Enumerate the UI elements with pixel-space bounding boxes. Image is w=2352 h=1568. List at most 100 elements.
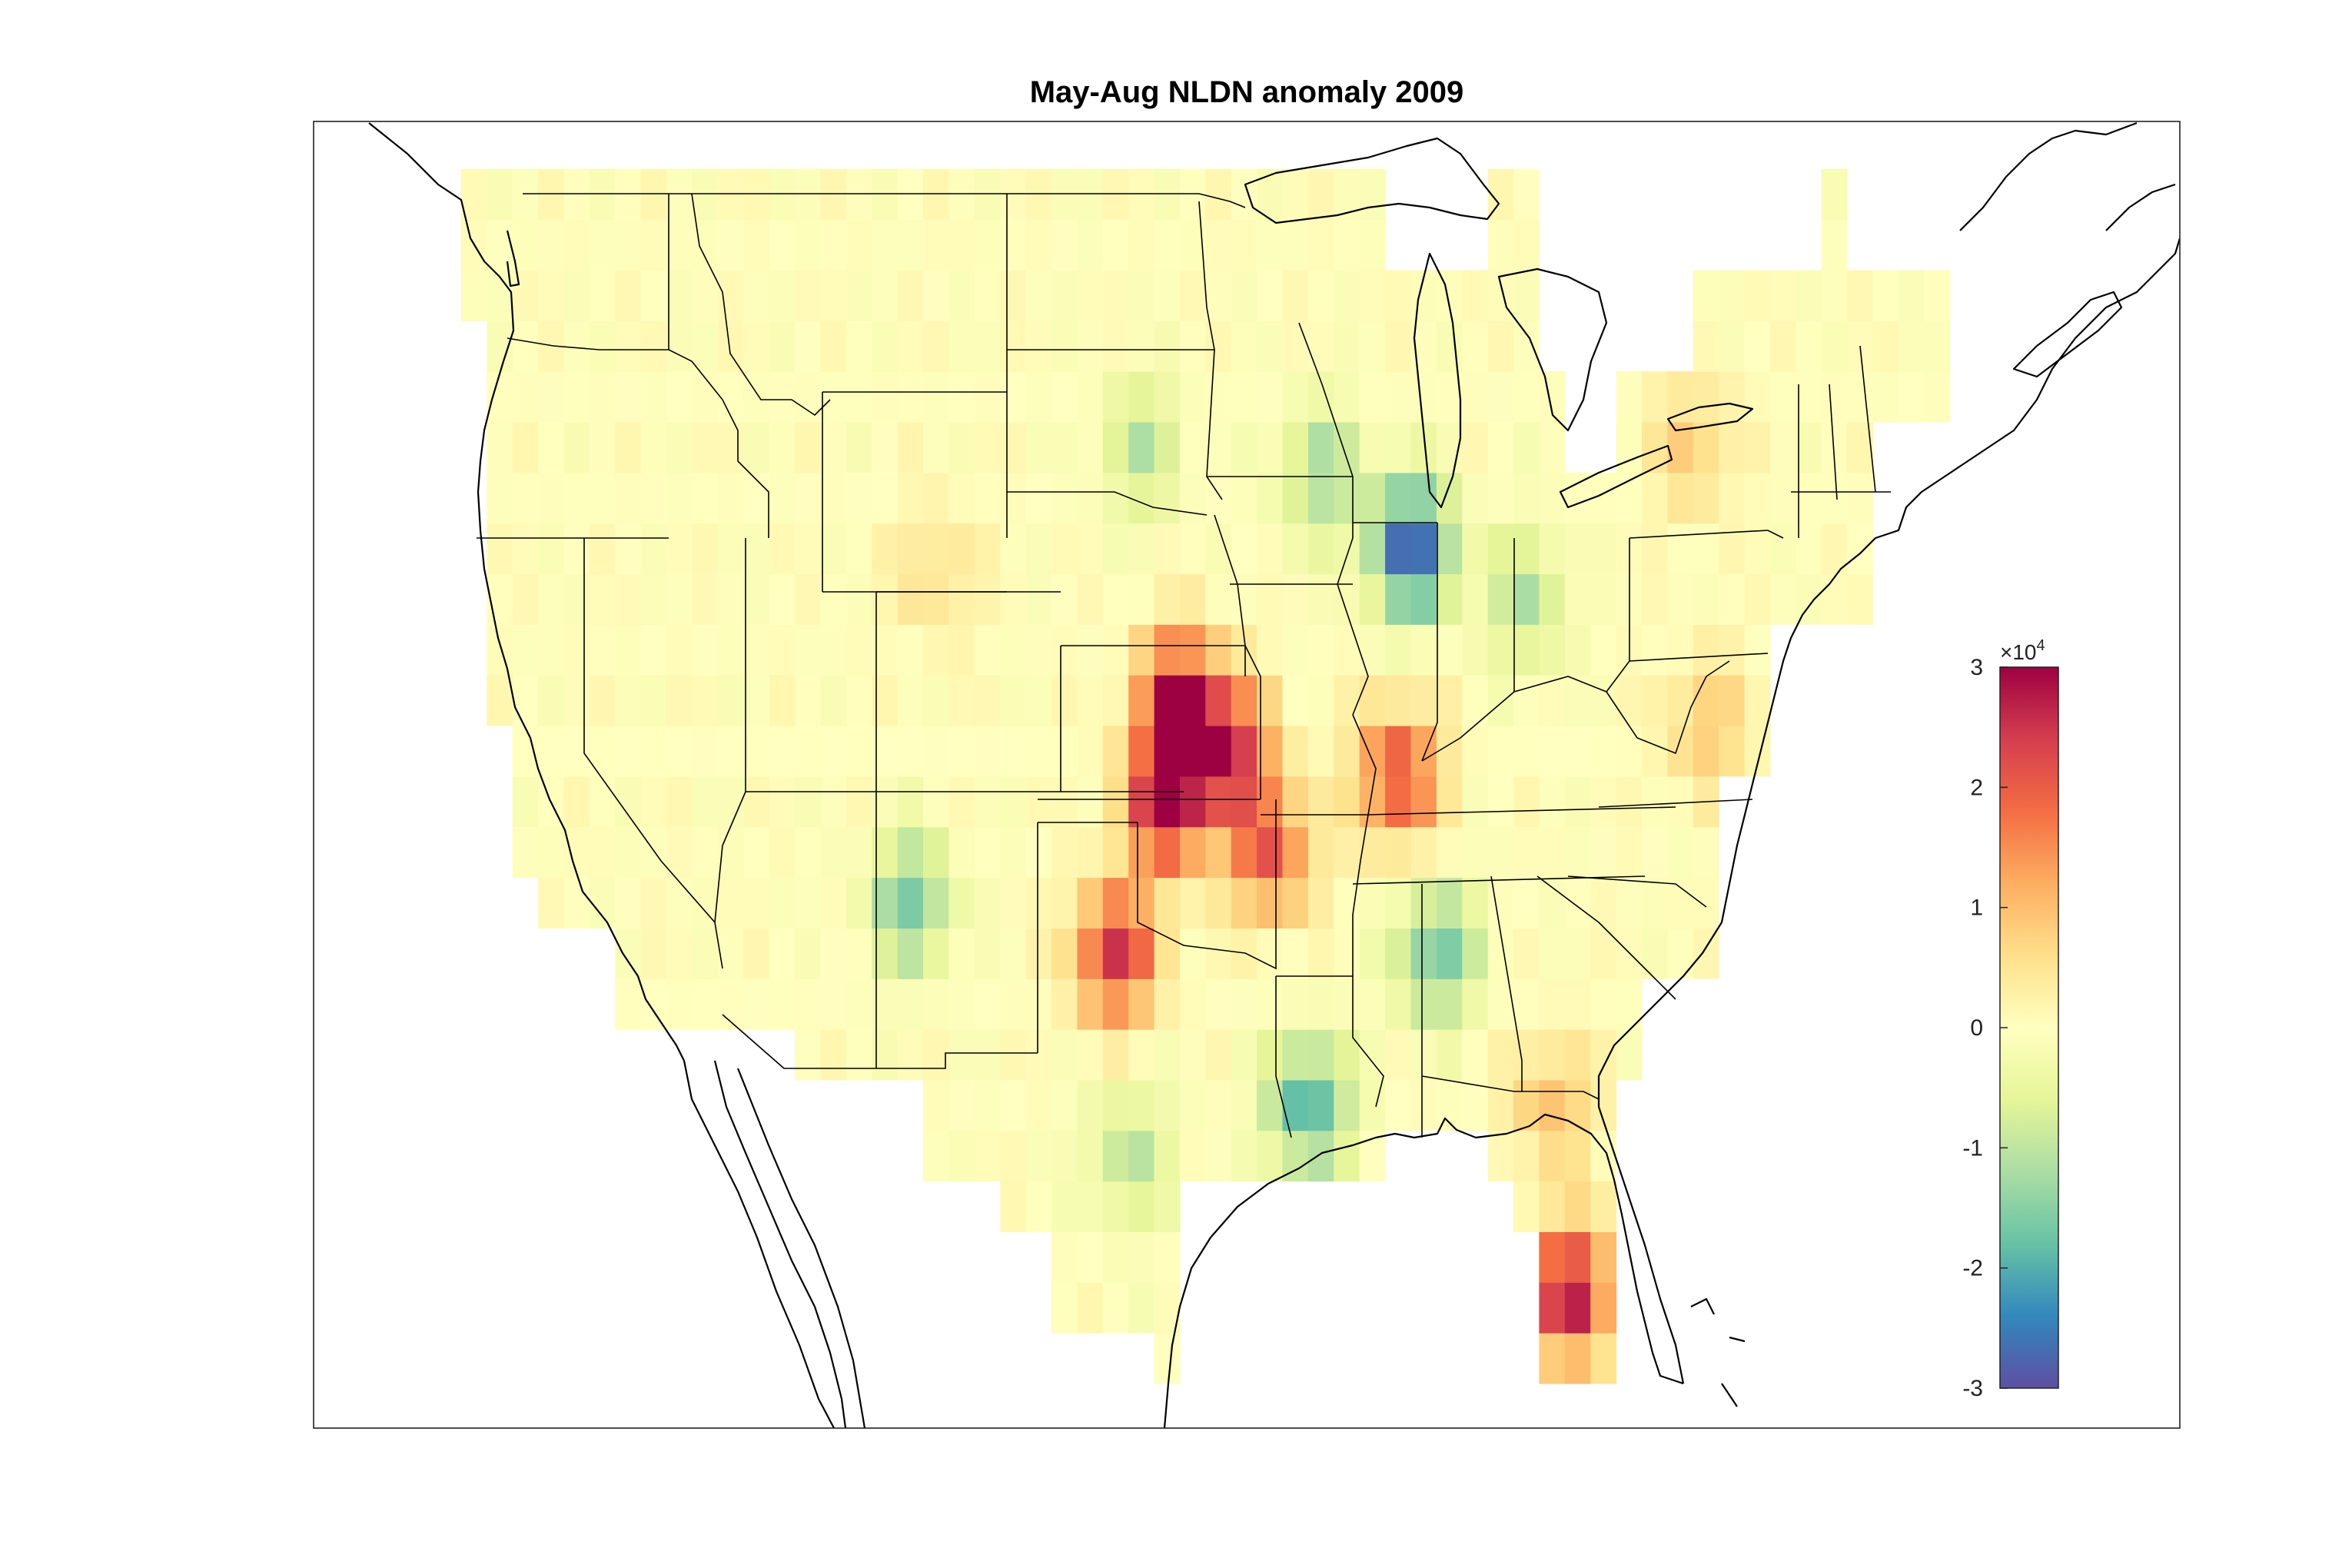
anomaly-cell — [1128, 776, 1155, 828]
anomaly-cell — [461, 168, 487, 221]
anomaly-cell — [1128, 523, 1155, 575]
anomaly-cell — [845, 523, 872, 575]
tx-la — [1275, 976, 1292, 1138]
anomaly-cell — [948, 1029, 975, 1081]
anomaly-cell — [769, 826, 796, 879]
anomaly-cell — [872, 472, 899, 524]
anomaly-cell — [1359, 371, 1386, 423]
anomaly-cell — [1231, 726, 1257, 777]
anomaly-cell — [1077, 219, 1104, 271]
anomaly-cell — [1102, 776, 1129, 828]
anomaly-cell — [1180, 270, 1206, 321]
anomaly-cell — [1642, 928, 1668, 979]
anomaly-cell — [692, 321, 719, 372]
anomaly-cell — [795, 1029, 822, 1081]
anomaly-cell — [1128, 472, 1155, 524]
anomaly-cell — [666, 978, 693, 1030]
anomaly-cell — [1025, 219, 1052, 271]
anomaly-cell — [872, 371, 899, 423]
anomaly-cell — [1077, 776, 1104, 828]
anomaly-cell — [948, 573, 975, 625]
anomaly-cell — [1667, 928, 1694, 979]
anomaly-cell — [590, 826, 616, 879]
il-in — [1421, 523, 1438, 762]
anomaly-cell — [820, 826, 847, 879]
anomaly-cell — [1462, 371, 1489, 423]
anomaly-cell — [1462, 978, 1489, 1030]
anomaly-cell — [487, 371, 513, 423]
anomaly-cell — [1307, 219, 1334, 271]
anomaly-cell — [1180, 422, 1206, 473]
anomaly-cell — [590, 422, 616, 473]
anomaly-cell — [1025, 978, 1052, 1030]
anomaly-cell — [923, 371, 949, 423]
anomaly-cell — [1128, 1231, 1155, 1283]
anomaly-cell — [1307, 776, 1334, 828]
anomaly-cell — [1847, 270, 1874, 321]
anomaly-cell — [820, 219, 847, 271]
anomaly-cell — [743, 168, 770, 221]
anomaly-cell — [1102, 726, 1129, 777]
anomaly-cell — [1385, 877, 1412, 929]
va-nc — [1598, 799, 1753, 808]
anomaly-cell — [1642, 523, 1668, 575]
anomaly-cell — [563, 321, 590, 372]
anomaly-cell — [717, 168, 744, 221]
anomaly-cell — [974, 624, 1001, 676]
anomaly-cell — [717, 624, 744, 676]
anomaly-cell — [1077, 422, 1104, 473]
anomaly-cell — [512, 776, 539, 828]
anomaly-cell — [1334, 877, 1360, 929]
anomaly-cell — [897, 371, 924, 423]
az-west — [714, 791, 746, 923]
anomaly-cell — [795, 978, 822, 1030]
anomaly-cell — [1231, 422, 1257, 473]
anomaly-cell — [590, 523, 616, 575]
anomaly-cell — [640, 422, 667, 473]
anomaly-cell — [1154, 675, 1181, 726]
sd-ne — [1007, 491, 1208, 516]
anomaly-cell — [1487, 826, 1514, 879]
anomaly-cell — [1462, 624, 1489, 676]
anomaly-cell — [563, 422, 590, 473]
anomaly-cell — [590, 270, 616, 321]
anomaly-cell — [1513, 573, 1540, 625]
anomaly-cell — [1025, 928, 1052, 979]
anomaly-cell — [948, 978, 975, 1030]
anomaly-cell — [1719, 523, 1746, 575]
anomaly-cell — [1231, 573, 1257, 625]
anomaly-cell — [666, 776, 693, 828]
tn-south — [1352, 875, 1646, 885]
anomaly-cell — [1487, 523, 1514, 575]
colorbar-scale-label: ×104 — [2000, 637, 2045, 664]
anomaly-cell — [1154, 219, 1181, 271]
anomaly-cell — [717, 523, 744, 575]
anomaly-cell — [1334, 928, 1360, 979]
anomaly-cell — [1796, 270, 1822, 321]
anomaly-cell — [1000, 472, 1027, 524]
anomaly-cell — [1205, 270, 1232, 321]
anomaly-cell — [1719, 371, 1746, 423]
anomaly-cell — [1231, 675, 1257, 726]
anomaly-cell — [1000, 1029, 1027, 1081]
anomaly-cell — [512, 422, 539, 473]
anomaly-cell — [1102, 1181, 1129, 1232]
anomaly-cell — [1564, 523, 1591, 575]
anomaly-cell — [1231, 1079, 1257, 1131]
anomaly-cell — [1744, 624, 1771, 676]
anomaly-cell — [923, 1130, 949, 1182]
anomaly-cell — [692, 726, 719, 777]
anomaly-cell — [692, 624, 719, 676]
anomaly-cell — [1307, 928, 1334, 979]
anomaly-cell — [1025, 270, 1052, 321]
anomaly-cell — [487, 573, 513, 625]
anomaly-cell — [1154, 928, 1181, 979]
anomaly-cell — [512, 472, 539, 524]
anomaly-cell — [666, 472, 693, 524]
anomaly-cell — [1667, 624, 1694, 676]
anomaly-cell — [1487, 726, 1514, 777]
anomaly-cell — [897, 826, 924, 879]
anomaly-cell — [974, 270, 1001, 321]
anomaly-cell — [974, 422, 1001, 473]
anomaly-cell — [1025, 523, 1052, 575]
